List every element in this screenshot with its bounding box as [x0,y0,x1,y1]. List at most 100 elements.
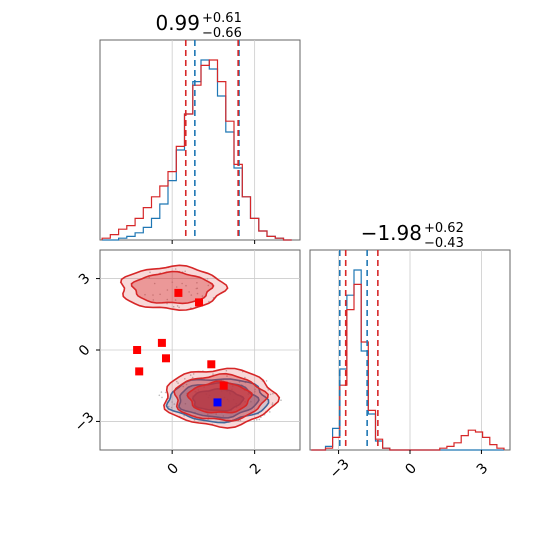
sample-dot [280,399,282,402]
sample-dot [178,306,180,309]
right-xtick-label-2: 3 [474,460,492,478]
contour-1-level-2 [186,380,253,414]
red-marker-3 [157,338,166,347]
sample-dot [175,286,178,288]
right-title-minus: −0.43 [424,236,464,251]
sample-dot [181,282,183,285]
sample-dot [250,400,252,403]
right-xtick-label-0: −3 [327,456,353,482]
sample-dot [183,414,185,417]
sample-dot [254,388,256,391]
top-title-plus: +0.61 [202,11,242,26]
sample-dot [185,284,187,287]
sample-dot [166,298,169,301]
blue-marker-0 [213,398,222,407]
top-title-value: 0.99 [155,11,200,35]
right-title-plus: +0.62 [424,221,464,236]
top-marginal-axes: 0.99 +0.61 −0.66 [99,11,301,244]
sample-dot [196,292,199,295]
red-marker-2 [133,346,142,354]
top-title-minus: −0.66 [202,26,242,41]
sample-dot [267,389,270,391]
sample-dot [158,394,161,397]
sample-dot [196,282,198,284]
sample-dot [215,413,217,415]
sample-dot [172,305,175,308]
sample-dot [176,380,178,383]
right-xtick-label-1: 0 [402,460,420,478]
sample-dot [269,393,272,396]
sample-dot [174,268,177,270]
sample-dot [244,376,246,379]
sample-dot [144,293,146,296]
sample-dot [254,391,256,393]
sample-dot [201,295,204,297]
sample-dot [226,375,228,377]
sample-dot [207,413,209,416]
sample-dot [184,402,187,405]
sample-dot [182,385,184,388]
sample-dot [161,396,163,399]
sample-dot [152,299,155,301]
sample-dot [208,300,210,303]
red-marker-0 [174,288,183,297]
sample-dot [207,284,210,287]
sample-dot [258,418,261,421]
sample-dot [164,391,167,394]
sample-dot [195,287,198,290]
red-marker-7 [219,381,228,390]
sample-dot [173,403,176,405]
joint-ytick-label-1: 0 [76,342,94,360]
sample-dot [184,270,186,273]
right-marginal-axes: −3 0 3 −1.98 +0.62 −0.43 [309,221,511,482]
sample-dot [149,271,151,274]
sample-dot [177,382,179,384]
sample-dot [170,406,173,409]
red-marker-1 [195,298,203,307]
sample-dot [239,419,242,422]
joint-xtick-label-0: 0 [165,460,183,478]
joint-xtick-label-1: 2 [247,460,265,478]
sample-dot [222,415,225,417]
contour-2-level-1 [130,270,215,305]
sample-dot [271,403,274,406]
sample-dot [212,373,214,375]
sample-dot [253,420,255,422]
sample-dot [152,294,154,296]
red-marker-6 [135,367,144,376]
sample-dot [184,378,186,380]
sample-dot [225,369,228,372]
sample-dot [189,374,192,376]
top-hist-series-0 [102,59,292,241]
sample-dot [192,373,195,375]
sample-dot [272,392,274,395]
sample-dot [148,276,150,279]
joint-ytick-label-0: 3 [76,270,94,288]
right-title-value: −1.98 [361,221,422,245]
sample-dot [171,401,173,403]
sample-dot [174,299,177,301]
sample-dot [265,380,268,382]
sample-dot [166,289,169,291]
sample-dot [269,411,271,413]
joint-axes: 0 2 3 0 −3 [72,249,301,478]
sample-dot [176,305,179,307]
sample-dot [255,419,258,421]
sample-dot [206,277,209,280]
sample-dot [190,294,193,296]
sample-dot [168,405,170,408]
sample-dot [159,293,161,296]
sample-dot [185,383,188,386]
red-marker-5 [207,360,216,369]
top-marginal-frame [99,39,301,241]
sample-dot [271,402,274,404]
sample-dot [191,376,194,379]
sample-dot [171,281,174,284]
red-marker-4 [162,354,170,363]
sample-dot [153,282,156,285]
joint-ytick-label-2: −3 [72,409,98,435]
sample-dot [188,291,190,293]
top-hist-series-1 [101,59,292,241]
sample-dot [160,391,163,393]
